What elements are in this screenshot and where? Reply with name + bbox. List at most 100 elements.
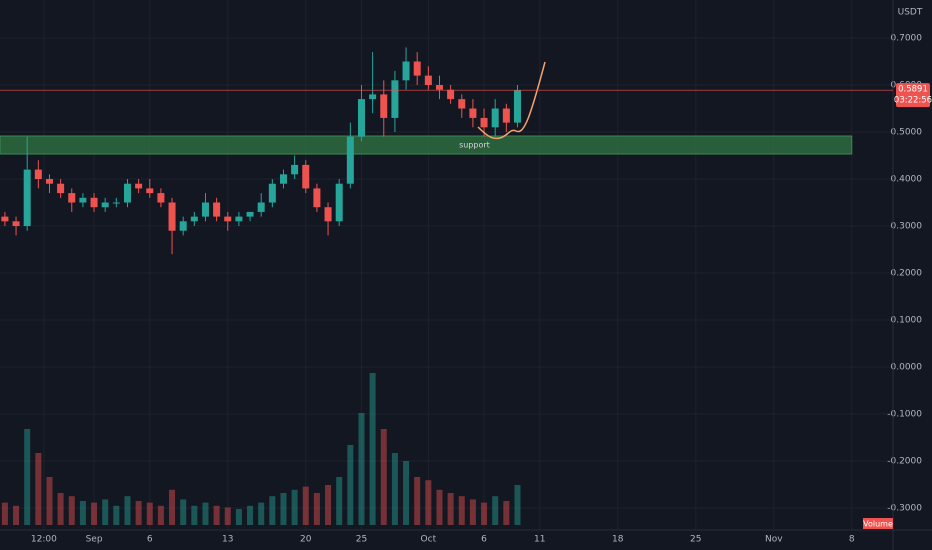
volume-bar: [124, 496, 131, 525]
x-tick-label: Sep: [86, 535, 103, 545]
volume-bar: [369, 373, 376, 525]
candle-body: [23, 169, 31, 227]
volume-bar: [46, 477, 53, 525]
volume-bar: [91, 502, 98, 525]
candle-body: [168, 202, 176, 231]
candle-body: [279, 174, 287, 184]
volume-bar: [191, 505, 198, 525]
candle-body: [469, 108, 477, 118]
volume-bar: [57, 493, 64, 525]
x-tick-label: 6: [147, 535, 153, 545]
x-tick-label: 13: [222, 535, 233, 545]
candle-body: [357, 99, 365, 137]
volume-bar: [458, 496, 465, 525]
currency-label: USDT: [898, 8, 923, 18]
y-tick-label: 0.7000: [891, 34, 923, 44]
volume-bar: [447, 493, 454, 525]
y-tick-label: 0.3000: [891, 222, 923, 232]
volume-bar: [169, 489, 176, 525]
candle-body: [179, 221, 187, 231]
candle-body: [90, 197, 98, 208]
volume-bar: [503, 501, 510, 525]
volume-bar: [280, 493, 287, 525]
volume-bar: [414, 477, 421, 525]
candle-body: [313, 188, 321, 208]
candle-body: [224, 216, 232, 222]
volume-bar: [325, 485, 332, 525]
candle-body: [480, 117, 488, 128]
x-tick-label: Nov: [765, 535, 783, 545]
volume-bar: [135, 501, 142, 525]
volume-bar: [146, 502, 153, 525]
candle-body: [12, 221, 20, 227]
volume-bar: [481, 502, 488, 525]
y-tick-label: 0.5000: [891, 128, 923, 138]
volume-bar: [35, 453, 42, 525]
volume-bar: [436, 489, 443, 525]
x-tick-label: 20: [300, 535, 312, 545]
volume-bar: [102, 499, 109, 525]
candle-body: [34, 169, 42, 180]
drawn-curve: [477, 61, 546, 140]
candle-body: [246, 211, 254, 217]
x-tick-label: 6: [481, 535, 487, 545]
candle-body: [135, 183, 143, 189]
y-tick-label: -0.2000: [887, 457, 922, 467]
volume-bar: [380, 429, 387, 525]
support-zone: [0, 135, 853, 155]
volume-bar: [180, 499, 187, 525]
candle-body: [112, 202, 120, 204]
candle-body: [268, 183, 276, 203]
candle-body: [45, 179, 53, 184]
candle-body: [213, 202, 221, 217]
volume-bar: [291, 489, 298, 525]
volume-bar: [347, 445, 354, 525]
volume-bar: [313, 493, 320, 525]
volume-bar: [13, 505, 20, 525]
candle-body: [369, 94, 377, 100]
candle-body: [68, 193, 76, 203]
x-tick-label: 12:00: [31, 535, 57, 545]
volume-bar: [358, 413, 365, 525]
candle-body: [101, 202, 109, 208]
volume-label-box: [863, 518, 893, 529]
volume-bar: [302, 486, 309, 525]
candle-body: [146, 188, 154, 194]
volume-bar: [24, 429, 31, 525]
volume-bar: [224, 507, 231, 525]
x-tick-label: 11: [534, 535, 545, 545]
y-tick-label: 0.2000: [891, 269, 923, 279]
candle-body: [1, 216, 9, 222]
candle-body: [391, 80, 399, 118]
volume-bar: [469, 499, 476, 525]
volume-bar: [68, 496, 75, 525]
volume-bar: [113, 505, 120, 525]
y-tick-label: 0.0000: [891, 363, 923, 373]
volume-bar: [247, 505, 254, 525]
candle-body: [302, 164, 310, 189]
volume-bar: [269, 496, 276, 525]
candle-body: [190, 216, 198, 222]
candle-body: [346, 136, 354, 184]
candle-body: [201, 202, 209, 217]
volume-bar: [514, 485, 521, 525]
candle-body: [235, 216, 243, 222]
y-tick-label: 0.1000: [891, 316, 923, 326]
volume-bar: [235, 509, 242, 525]
candle-body: [257, 202, 265, 212]
candle-body: [402, 61, 410, 81]
candle-body: [335, 183, 343, 222]
volume-bar: [213, 505, 220, 525]
candle-body: [458, 99, 466, 109]
candle-body: [502, 108, 510, 123]
volume-bar: [79, 501, 86, 525]
volume-bar: [425, 480, 432, 525]
candle-body: [79, 197, 87, 203]
candle-body: [380, 94, 388, 118]
x-tick-label: 8: [849, 535, 855, 545]
x-tick-label: 25: [690, 535, 701, 545]
y-tick-label: -0.1000: [887, 410, 922, 420]
candle-body: [435, 85, 443, 90]
volume-bar: [1, 502, 8, 525]
